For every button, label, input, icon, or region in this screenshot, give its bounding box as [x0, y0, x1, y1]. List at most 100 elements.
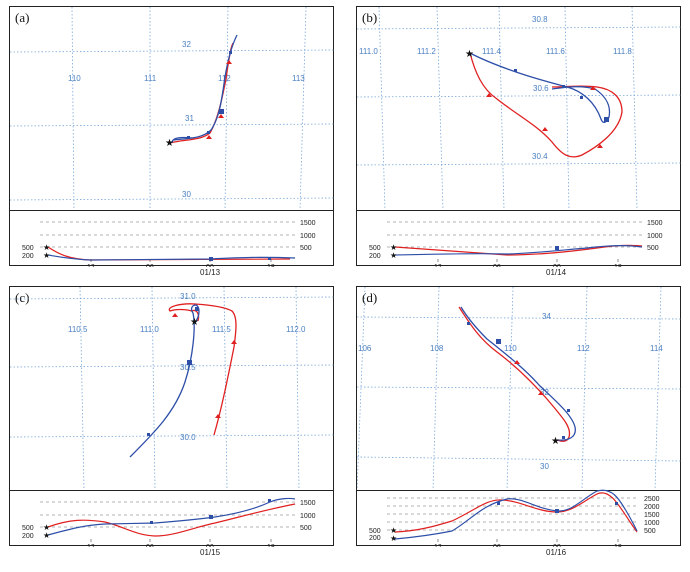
panel-c-graphic: 110.5 111.0 111.5 112.0 31.0 30.5 30.0 ★…	[10, 287, 335, 547]
lon-label: 110	[68, 74, 81, 83]
time-label: 18	[267, 264, 275, 267]
height-start-star-icon: ★	[390, 243, 397, 252]
red-track	[169, 42, 234, 144]
lon-label: 110.5	[68, 325, 88, 334]
red-height-line	[47, 503, 296, 537]
date-caption-d: 01/16	[546, 548, 567, 557]
panel-b: (b) 111.0 111.2 111.4 111.6 111.8 30.8 3…	[356, 6, 682, 267]
start-star-icon: ★	[165, 138, 174, 149]
height-right-label: 500	[300, 525, 312, 532]
blue-height-line	[394, 245, 643, 256]
lon-label: 111.2	[417, 47, 436, 56]
height-left-label: 500	[369, 528, 381, 535]
height-start-star-icon: ★	[43, 531, 50, 540]
lon-label: 110	[504, 344, 517, 353]
height-left-label: 500	[22, 245, 34, 252]
height-left-label: 200	[22, 533, 34, 540]
height-left-label: 500	[369, 245, 381, 252]
start-star-icon: ★	[190, 317, 199, 328]
date-caption-a: 01/13	[200, 268, 221, 277]
height-start-star-icon: ★	[390, 534, 397, 543]
red-track	[168, 303, 237, 436]
height-start-star-icon: ★	[43, 523, 50, 532]
red-track	[469, 52, 623, 158]
lat-label: 30.0	[180, 433, 196, 442]
height-start-star-icon: ★	[43, 243, 50, 252]
time-label: 00	[206, 544, 214, 547]
height-right-label: 1000	[647, 233, 663, 240]
lat-label: 34	[542, 312, 551, 321]
height-right-label: 1000	[644, 520, 660, 527]
start-star-icon: ★	[551, 436, 560, 447]
time-label: 06	[146, 264, 154, 267]
time-label: 06	[146, 544, 154, 547]
time-label: 18	[614, 264, 622, 267]
date-caption-b: 01/14	[546, 268, 567, 277]
map-area	[10, 287, 333, 491]
height-left-label: 200	[369, 253, 381, 260]
blue-height-line	[394, 489, 638, 540]
time-label: 12	[87, 264, 95, 267]
map-area	[10, 7, 333, 211]
panel-a: (a) 110 111 112 113 32 31 30 ★	[9, 6, 335, 267]
panel-label: (c)	[15, 290, 30, 305]
lon-label: 114	[650, 344, 663, 353]
lon-label: 111.4	[482, 47, 501, 56]
lon-label: 111	[144, 74, 157, 83]
lat-label: 31	[185, 114, 194, 123]
lon-label: 111.0	[359, 47, 378, 56]
height-right-label: 1500	[300, 500, 316, 507]
panel-d-graphic: 106 108 110 112 114 34 32 30 ★ 2500 2000…	[357, 287, 682, 547]
lon-label: 111.5	[212, 325, 231, 334]
lon-label: 108	[430, 344, 444, 353]
time-label: 06	[493, 544, 501, 547]
height-right-label: 1500	[647, 220, 663, 227]
time-label: 18	[614, 544, 622, 547]
panel-d: (d) 106 108 110 112 114 34 32 30 ★	[356, 286, 682, 547]
height-start-star-icon: ★	[43, 251, 50, 260]
lon-label: 106	[358, 344, 372, 353]
start-star-icon: ★	[465, 49, 474, 60]
lat-label: 32	[182, 40, 191, 49]
lat-label: 30.6	[533, 84, 549, 93]
height-right-label: 500	[300, 245, 312, 252]
height-start-star-icon: ★	[390, 251, 397, 260]
height-left-label: 200	[22, 253, 34, 260]
height-left-label: 200	[369, 535, 381, 542]
panel-b-graphic: 111.0 111.2 111.4 111.6 111.8 30.8 30.6 …	[357, 7, 682, 267]
blue-height-line	[47, 497, 296, 536]
lat-label: 31.0	[180, 292, 196, 301]
height-right-label: 1500	[644, 512, 660, 519]
red-height-line	[394, 492, 638, 533]
time-label: 00	[206, 264, 214, 267]
time-label: 12	[434, 264, 442, 267]
lon-label: 112	[577, 344, 590, 353]
time-label: 00	[553, 264, 561, 267]
height-right-label: 2500	[644, 496, 660, 503]
lat-label: 30	[540, 462, 549, 471]
height-start-star-icon: ★	[390, 526, 397, 535]
time-label: 12	[434, 544, 442, 547]
height-right-label: 500	[647, 245, 659, 252]
panel-label: (a)	[15, 10, 30, 25]
height-right-label: 1000	[300, 233, 316, 240]
lat-label: 30.4	[532, 152, 548, 161]
lat-label: 30.5	[180, 363, 196, 372]
map-area	[357, 287, 680, 491]
panel-label: (b)	[362, 10, 378, 25]
lon-label: 111.8	[613, 47, 632, 56]
lat-label: 30.8	[532, 15, 548, 24]
height-left-label: 500	[22, 525, 34, 532]
lon-label: 111.0	[140, 325, 159, 334]
height-right-label: 2000	[644, 504, 660, 511]
time-label: 00	[553, 544, 561, 547]
lon-label: 112.0	[286, 325, 306, 334]
panel-c: (c) 110.5 111.0 111.5 112.0 31.0 30.5 30…	[9, 286, 335, 547]
panel-label: (d)	[362, 290, 378, 305]
time-label: 12	[87, 544, 95, 547]
lat-label: 32	[540, 388, 549, 397]
date-caption-c: 01/15	[200, 548, 221, 557]
lat-label: 30	[182, 190, 191, 199]
lon-label: 113	[292, 74, 305, 83]
height-right-label: 500	[644, 528, 656, 535]
